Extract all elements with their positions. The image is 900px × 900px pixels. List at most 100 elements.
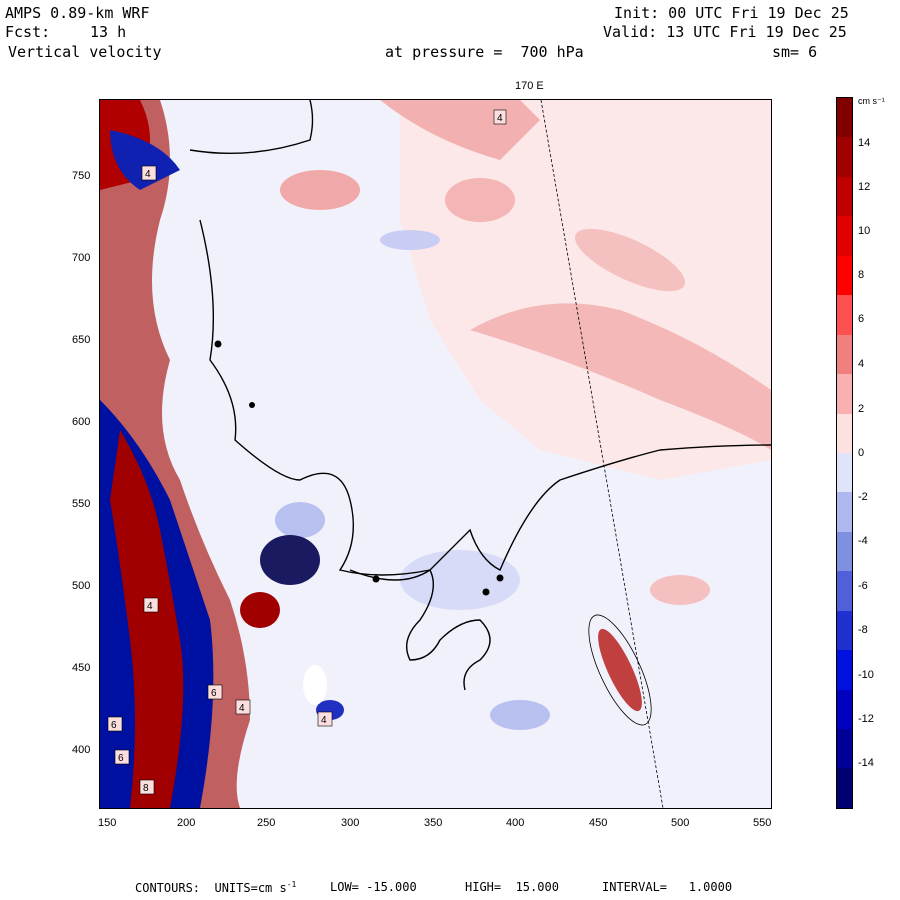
colorbar-label: -4 xyxy=(858,535,868,547)
svg-text:6: 6 xyxy=(211,688,217,699)
ice-shelf-edge xyxy=(349,568,491,691)
colorbar-segment xyxy=(837,137,852,177)
colorbar-segment xyxy=(837,98,852,138)
colorbar-label: 2 xyxy=(858,403,865,415)
coastline xyxy=(189,100,771,576)
strong-cell-b xyxy=(240,592,280,628)
y-tick-label: 700 xyxy=(72,252,91,264)
x-tick-label: 400 xyxy=(506,817,525,829)
svg-text:4: 4 xyxy=(321,715,327,726)
svg-text:4: 4 xyxy=(239,703,245,714)
model-title: AMPS 0.89-km WRF xyxy=(5,4,150,22)
contours-units-exp: -1 xyxy=(286,880,297,889)
y-tick-label: 500 xyxy=(72,580,91,592)
colorbar-label: -2 xyxy=(858,491,868,503)
meridian-label: 170 E xyxy=(515,80,544,92)
x-tick-label: 450 xyxy=(589,817,608,829)
y-tick-label: 600 xyxy=(72,416,91,428)
upward-patch-d xyxy=(650,575,710,605)
colorbar xyxy=(836,97,853,809)
svg-text:8: 8 xyxy=(143,783,149,794)
upward-band xyxy=(470,303,771,450)
upward-ridge xyxy=(598,628,642,712)
svg-text:6: 6 xyxy=(118,753,124,764)
contours-info: CONTOURS: UNITS=cm s-1 xyxy=(135,880,296,895)
colorbar-segment xyxy=(837,216,852,256)
colorbar-segment xyxy=(837,452,852,493)
colorbar-label: 10 xyxy=(858,225,871,237)
colorbar-segment xyxy=(837,650,852,690)
contours-high: HIGH= 15.000 xyxy=(465,880,559,894)
field-name: Vertical velocity xyxy=(8,43,162,61)
contours-interval: INTERVAL= 1.0000 xyxy=(602,880,733,894)
colorbar-label: 6 xyxy=(858,313,865,325)
x-tick-label: 200 xyxy=(177,817,196,829)
colorbar-segment xyxy=(837,610,852,651)
strong-cell-a xyxy=(260,535,320,585)
upward-patch-b xyxy=(445,178,515,222)
colorbar-label: 4 xyxy=(858,358,865,370)
x-tick-label: 150 xyxy=(98,817,117,829)
colorbar-segment xyxy=(837,768,852,808)
colorbar-segment xyxy=(837,729,852,769)
colorbar-label: 12 xyxy=(858,181,871,193)
colorbar-segment xyxy=(837,531,852,572)
colorbar-label: 8 xyxy=(858,269,865,281)
contour-labels: 4 4 6 4 6 4 4 6 8 xyxy=(107,109,507,795)
svg-text:4: 4 xyxy=(147,601,153,612)
map-svg: 4 4 6 4 6 4 4 6 8 xyxy=(100,100,771,808)
x-tick-label: 500 xyxy=(671,817,690,829)
smoothing-label: sm= 6 xyxy=(772,43,818,61)
init-time: Init: 00 UTC Fri 19 Dec 25 xyxy=(614,4,849,22)
y-tick-label: 400 xyxy=(72,744,91,756)
strong-downward-region-b xyxy=(110,130,180,190)
downward-patch-c xyxy=(490,700,550,730)
colorbar-units: cm s⁻¹ xyxy=(858,96,885,106)
contours-units: CONTOURS: UNITS=cm s xyxy=(135,881,287,895)
colorbar-label: 14 xyxy=(858,137,871,149)
station-dot xyxy=(249,402,255,408)
colorbar-segment xyxy=(837,295,852,335)
colorbar-label: -6 xyxy=(858,580,868,592)
y-tick-label: 450 xyxy=(72,662,91,674)
station-dot xyxy=(496,574,504,582)
colorbar-segment xyxy=(837,374,852,414)
colorbar-segment xyxy=(837,413,852,453)
colorbar-segment xyxy=(837,492,852,532)
y-tick-label: 750 xyxy=(72,170,91,182)
upward-patch-c xyxy=(574,228,686,292)
downward-patch-b xyxy=(400,550,520,610)
colorbar-label: -12 xyxy=(858,713,874,725)
svg-text:6: 6 xyxy=(111,720,117,731)
forecast-label: Fcst: xyxy=(5,23,51,41)
y-tick-label: 650 xyxy=(72,334,91,346)
forecast-hour: 13 h xyxy=(90,23,127,41)
vertical-velocity-map: 4 4 6 4 6 4 4 6 8 xyxy=(99,99,772,809)
colorbar-label: -14 xyxy=(858,757,874,769)
pressure-level: at pressure = 700 hPa xyxy=(385,43,584,61)
station-dot xyxy=(372,575,380,583)
strong-upward-region-a xyxy=(110,430,184,808)
svg-text:4: 4 xyxy=(497,113,503,124)
svg-text:4: 4 xyxy=(145,169,151,180)
valid-time: Valid: 13 UTC Fri 19 Dec 25 xyxy=(603,23,847,41)
colorbar-segment xyxy=(837,689,852,729)
colorbar-segment xyxy=(837,334,852,375)
downward-patch-a xyxy=(380,230,440,250)
x-tick-label: 550 xyxy=(753,817,772,829)
colorbar-segment xyxy=(837,571,852,611)
contours-low: LOW= -15.000 xyxy=(330,880,417,894)
colorbar-label: 0 xyxy=(858,447,865,459)
colorbar-segment xyxy=(837,255,852,296)
x-tick-label: 350 xyxy=(424,817,443,829)
station-dot xyxy=(214,340,222,348)
colorbar-segment xyxy=(837,176,852,217)
x-tick-label: 250 xyxy=(257,817,276,829)
missing-data-patch xyxy=(303,665,327,705)
x-tick-label: 300 xyxy=(341,817,360,829)
colorbar-label: -8 xyxy=(858,624,868,636)
colorbar-label: -10 xyxy=(858,669,874,681)
upward-ridge-contour xyxy=(588,614,652,726)
station-dot xyxy=(482,588,490,596)
downward-patch-d xyxy=(275,502,325,538)
